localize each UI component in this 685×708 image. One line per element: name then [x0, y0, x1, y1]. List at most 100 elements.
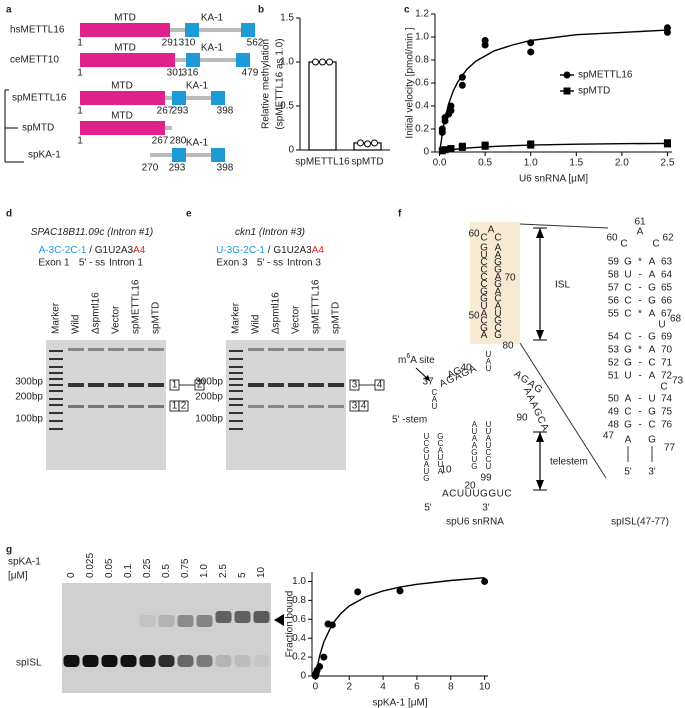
gel-band	[268, 348, 284, 351]
sequence-fragment: UUAUCCU	[484, 420, 493, 469]
base: C	[648, 358, 655, 369]
gel-band	[68, 348, 84, 351]
nucleotide-number: 77	[664, 443, 676, 454]
panel-label: a	[6, 5, 12, 16]
ka1-domain	[236, 53, 250, 67]
y-tick-label: 1.5	[280, 13, 294, 24]
gel-band	[328, 383, 344, 387]
stem-label: 5' -stem	[392, 415, 427, 426]
gel-band	[268, 383, 284, 387]
bar	[308, 61, 337, 151]
loop-base: C	[620, 239, 627, 250]
isl-label: ISL	[555, 280, 570, 291]
lane-label: Vector	[111, 305, 122, 334]
base: G	[494, 330, 502, 341]
nucleotide-number: 57	[608, 283, 620, 294]
protein-name: hsMETTL16	[10, 25, 65, 36]
free-band	[101, 655, 118, 667]
intron-name: (Intron #3)	[259, 227, 305, 238]
gene-name: ckn1	[235, 227, 256, 238]
ladder-band	[49, 428, 63, 430]
nucleotide-number: 73	[672, 376, 684, 387]
exon-box	[178, 400, 189, 412]
x-axis-label: spKA-1 [μM]	[372, 698, 427, 708]
base: C	[480, 257, 487, 268]
exon-seq: A-3C-2C-1	[39, 245, 87, 256]
m6a-label: m6A site	[398, 353, 435, 366]
exon-box	[358, 400, 369, 412]
base: G	[624, 358, 632, 369]
size-marker: 100bp	[15, 414, 43, 425]
ladder-band	[49, 390, 63, 392]
nucleotide-number: 71	[661, 358, 673, 369]
residue-number: 310	[179, 38, 196, 49]
y-tick-label: 0	[288, 145, 294, 156]
ladder-band	[229, 384, 243, 386]
data-point	[663, 139, 671, 147]
size-marker: 200bp	[15, 392, 43, 403]
ladder-band	[49, 358, 63, 360]
data-point	[447, 145, 455, 153]
residue-number: 267	[157, 106, 174, 117]
nucleotide-number: 63	[661, 257, 673, 268]
telestem-label: telestem	[550, 457, 588, 468]
base: A	[481, 308, 488, 319]
replicate-point	[357, 139, 364, 147]
residue-number: 291	[162, 38, 179, 49]
base: A	[495, 286, 502, 297]
base: G	[480, 286, 488, 297]
bound-band	[234, 611, 251, 623]
data-point	[481, 141, 489, 149]
mtd-label: MTD	[114, 13, 136, 24]
residue-number: 1	[77, 68, 83, 79]
base: G	[480, 323, 488, 334]
ladder-band	[229, 378, 243, 380]
legend-marker	[563, 71, 571, 79]
base: G	[648, 283, 656, 294]
residue-number: 301	[167, 68, 184, 79]
panel-label: f	[398, 209, 402, 220]
ladder-band	[229, 420, 243, 422]
zoom-line	[519, 223, 609, 229]
mtd-label: MTD	[111, 111, 133, 122]
ka1-label: KA-1	[201, 13, 224, 24]
nucleotide-number: 47	[603, 431, 615, 442]
residue-number: 479	[242, 68, 259, 79]
concentration-label: 0.75	[180, 558, 191, 578]
bound-band	[158, 615, 175, 627]
base-pair: *	[638, 345, 642, 356]
exon-number: 1	[172, 401, 178, 412]
arrowhead	[424, 375, 430, 381]
base: C	[480, 272, 487, 283]
sequence-fragment: UAU	[484, 350, 493, 371]
base: G	[480, 243, 488, 254]
nucleotide-number: 80	[502, 341, 514, 352]
exon-number: 3	[352, 380, 358, 391]
data-point	[328, 621, 336, 629]
ka1-domain	[211, 91, 225, 105]
panel-label: b	[258, 5, 264, 16]
x-tick-label: 2	[346, 682, 352, 693]
lane-label: spMTD	[331, 302, 342, 334]
base: A	[495, 250, 502, 261]
base: C	[480, 279, 487, 290]
gel-band	[308, 348, 324, 351]
base-pair: -	[638, 420, 641, 431]
end-label: 5'	[624, 467, 632, 478]
ladder-band	[229, 398, 243, 400]
base: A	[495, 243, 502, 254]
nucleotide-number: 49	[608, 407, 620, 418]
bound-band	[253, 611, 270, 623]
x-tick-label: 4	[380, 682, 386, 693]
nucleotide-number: 56	[608, 296, 620, 307]
gel-band	[128, 348, 144, 351]
end-label: 3'	[482, 503, 490, 514]
nucleotide-number: 40	[460, 363, 472, 374]
nucleotide-number: 76	[661, 420, 673, 431]
panel-label: c	[404, 5, 410, 16]
size-marker: 100bp	[195, 414, 223, 425]
base: C	[624, 283, 631, 294]
ka1-label: KA-1	[201, 43, 224, 54]
concentration-label: 0.05	[104, 558, 115, 578]
